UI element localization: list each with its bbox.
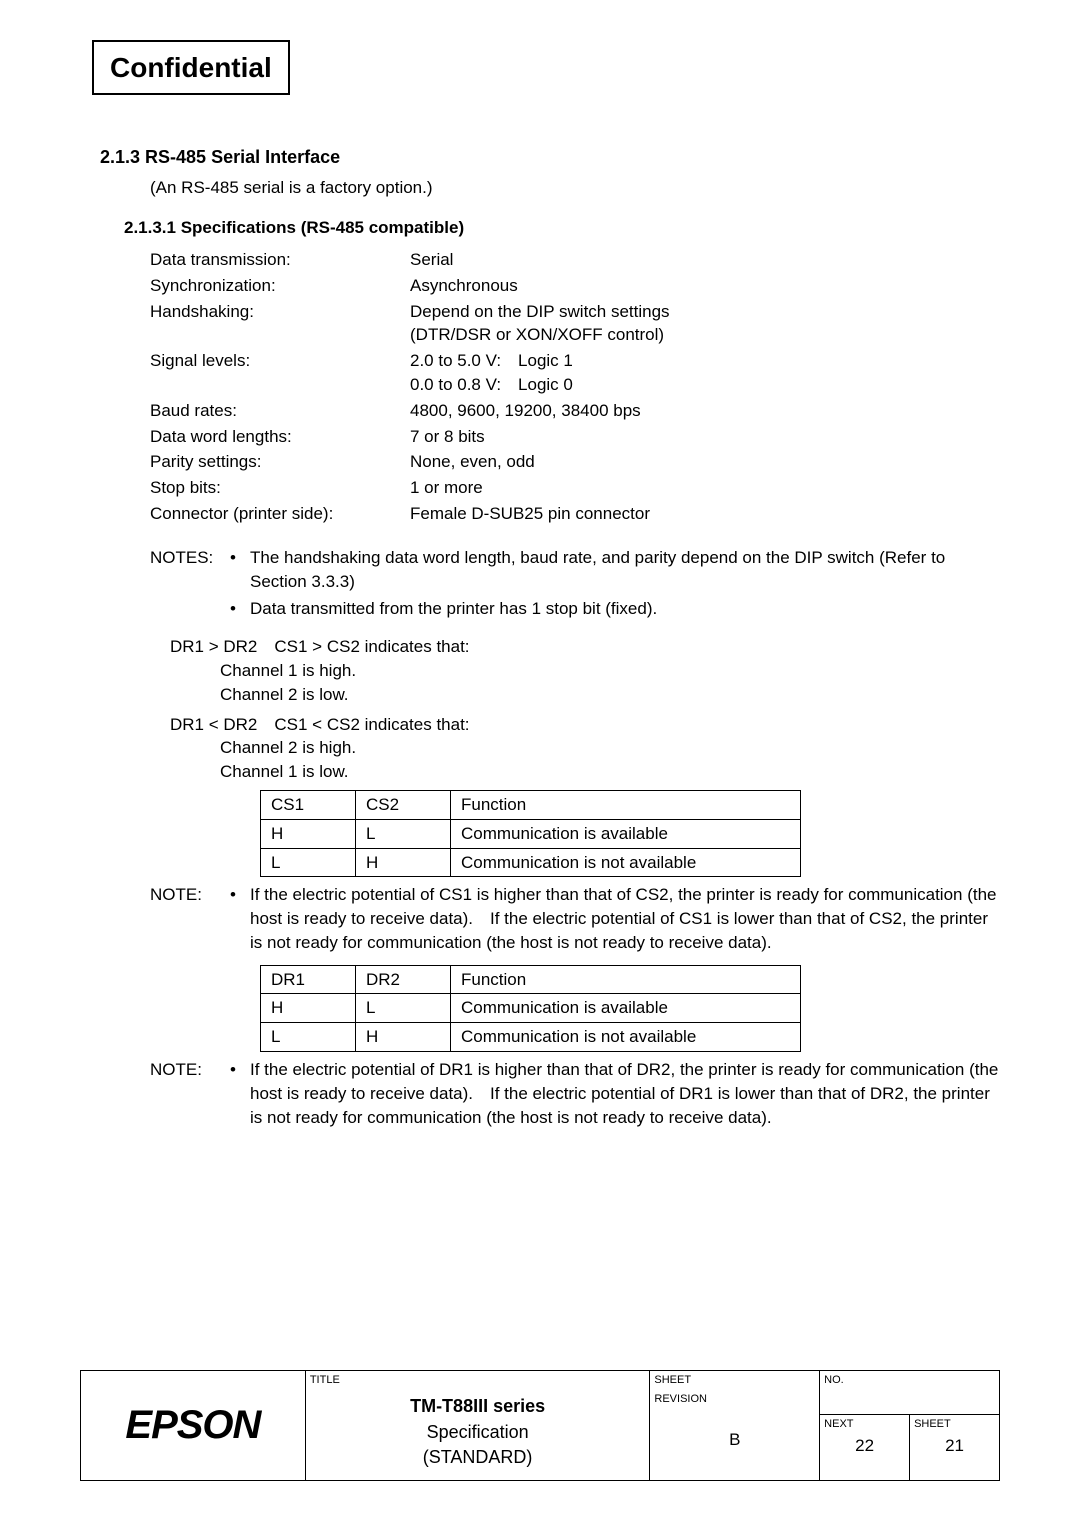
- revision-label: REVISION: [650, 1390, 819, 1409]
- spec-row: Handshaking: Depend on the DIP switch se…: [150, 300, 1000, 348]
- spec-value: 4800, 9600, 19200, 38400 bps: [410, 399, 1000, 423]
- dr-cell: Communication is not available: [451, 1023, 801, 1052]
- note-label: NOTE:: [150, 883, 230, 907]
- notes-bullet: • Data transmitted from the printer has …: [230, 597, 1000, 621]
- footer-title-line1: TM-T88III series: [314, 1394, 642, 1419]
- no-label: NO.: [820, 1371, 999, 1390]
- table-row: CS1 CS2 Function: [261, 790, 801, 819]
- sheet-label: SHEET: [650, 1371, 819, 1390]
- spec-label: Stop bits:: [150, 476, 410, 500]
- table-row: DR1 DR2 Function: [261, 965, 801, 994]
- dr-header: Function: [451, 965, 801, 994]
- spec-value: Serial: [410, 248, 1000, 272]
- cs-cell: Communication is available: [451, 819, 801, 848]
- spec-row: Baud rates: 4800, 9600, 19200, 38400 bps: [150, 399, 1000, 423]
- next-value: 22: [820, 1434, 909, 1462]
- footer-title-line3: (STANDARD): [314, 1445, 642, 1470]
- notes-bullet: • The handshaking data word length, baud…: [230, 546, 1000, 594]
- cs-cell: Communication is not available: [451, 848, 801, 877]
- revision-value: B: [650, 1410, 819, 1452]
- notes-bullet-text: The handshaking data word length, baud r…: [250, 546, 1000, 594]
- spec-value: Female D-SUB25 pin connector: [410, 502, 1000, 526]
- cs-table: CS1 CS2 Function H L Communication is av…: [260, 790, 801, 877]
- spec-value: 7 or 8 bits: [410, 425, 1000, 449]
- spec-label: Data word lengths:: [150, 425, 410, 449]
- dr-cell: H: [261, 994, 356, 1023]
- note2-text: If the electric potential of DR1 is high…: [250, 1058, 1000, 1129]
- bullet-icon: •: [230, 883, 250, 907]
- epson-logo: EPSON: [125, 1403, 260, 1447]
- dr-lt-line2: Channel 2 is high.: [220, 736, 1000, 760]
- cs-header: CS1: [261, 790, 356, 819]
- note1-block: NOTE: • If the electric potential of CS1…: [150, 883, 1000, 958]
- sheet-value: 21: [910, 1434, 999, 1462]
- dr-gt-line3: Channel 2 is low.: [220, 683, 1000, 707]
- notes-bullet-text: Data transmitted from the printer has 1 …: [250, 597, 1000, 621]
- confidential-box: Confidential: [92, 40, 290, 95]
- spec-label: Baud rates:: [150, 399, 410, 423]
- spec-row: Data word lengths: 7 or 8 bits: [150, 425, 1000, 449]
- spec-row: Stop bits: 1 or more: [150, 476, 1000, 500]
- spec-label: Synchronization:: [150, 274, 410, 298]
- note2-block: NOTE: • If the electric potential of DR1…: [150, 1058, 1000, 1133]
- next-label: NEXT: [820, 1415, 909, 1434]
- section-heading: 2.1.3 RS-485 Serial Interface: [100, 145, 1000, 170]
- spec-label: Signal levels:: [150, 349, 410, 373]
- note1-text: If the electric potential of CS1 is high…: [250, 883, 1000, 954]
- footer-logo-cell: EPSON: [81, 1371, 306, 1481]
- spec-value: Asynchronous: [410, 274, 1000, 298]
- cs-header: CS2: [356, 790, 451, 819]
- spec-row: Connector (printer side): Female D-SUB25…: [150, 502, 1000, 526]
- dr-cell: L: [261, 1023, 356, 1052]
- dr-header: DR2: [356, 965, 451, 994]
- dr-gt-line1: DR1 > DR2 CS1 > CS2 indicates that:: [170, 635, 1000, 659]
- table-row: H L Communication is available: [261, 994, 801, 1023]
- spec-label: Parity settings:: [150, 450, 410, 474]
- dr-lt-line1: DR1 < DR2 CS1 < CS2 indicates that:: [170, 713, 1000, 737]
- cs-header: Function: [451, 790, 801, 819]
- bullet-icon: •: [230, 1058, 250, 1082]
- spec-label: Handshaking:: [150, 300, 410, 324]
- spec-table: Data transmission: Serial Synchronizatio…: [150, 248, 1000, 526]
- dr-less-block: DR1 < DR2 CS1 < CS2 indicates that: Chan…: [170, 713, 1000, 784]
- cs-cell: L: [261, 848, 356, 877]
- notes-block: NOTES: • The handshaking data word lengt…: [150, 546, 1000, 625]
- spec-value: Depend on the DIP switch settings (DTR/D…: [410, 300, 1000, 348]
- notes-label: NOTES:: [150, 546, 230, 570]
- dr-table: DR1 DR2 Function H L Communication is av…: [260, 965, 801, 1052]
- spec-value: 1 or more: [410, 476, 1000, 500]
- table-row: H L Communication is available: [261, 819, 801, 848]
- cs-cell: H: [261, 819, 356, 848]
- dr-lt-line3: Channel 1 is low.: [220, 760, 1000, 784]
- footer-title-line2: Specification: [314, 1420, 642, 1445]
- dr-header: DR1: [261, 965, 356, 994]
- spec-value: 2.0 to 5.0 V: Logic 1 0.0 to 0.8 V: Logi…: [410, 349, 1000, 397]
- bullet-icon: •: [230, 546, 250, 570]
- dr-greater-block: DR1 > DR2 CS1 > CS2 indicates that: Chan…: [170, 635, 1000, 706]
- dr-cell: H: [356, 1023, 451, 1052]
- footer-table: EPSON TITLE TM-T88III series Specificati…: [80, 1370, 1000, 1481]
- sheet2-label: SHEET: [910, 1415, 999, 1434]
- spec-row: Data transmission: Serial: [150, 248, 1000, 272]
- table-row: L H Communication is not available: [261, 848, 801, 877]
- spec-value: None, even, odd: [410, 450, 1000, 474]
- cs-cell: H: [356, 848, 451, 877]
- bullet-icon: •: [230, 597, 250, 621]
- table-row: L H Communication is not available: [261, 1023, 801, 1052]
- title-label: TITLE: [306, 1371, 650, 1390]
- option-note: (An RS-485 serial is a factory option.): [150, 176, 1000, 200]
- spec-row: Synchronization: Asynchronous: [150, 274, 1000, 298]
- spec-label: Connector (printer side):: [150, 502, 410, 526]
- dr-cell: L: [356, 994, 451, 1023]
- dr-cell: Communication is available: [451, 994, 801, 1023]
- cs-cell: L: [356, 819, 451, 848]
- note-label: NOTE:: [150, 1058, 230, 1082]
- dr-gt-line2: Channel 1 is high.: [220, 659, 1000, 683]
- spec-row: Signal levels: 2.0 to 5.0 V: Logic 1 0.0…: [150, 349, 1000, 397]
- spec-label: Data transmission:: [150, 248, 410, 272]
- spec-row: Parity settings: None, even, odd: [150, 450, 1000, 474]
- subsection-heading: 2.1.3.1 Specifications (RS-485 compatibl…: [124, 216, 1000, 240]
